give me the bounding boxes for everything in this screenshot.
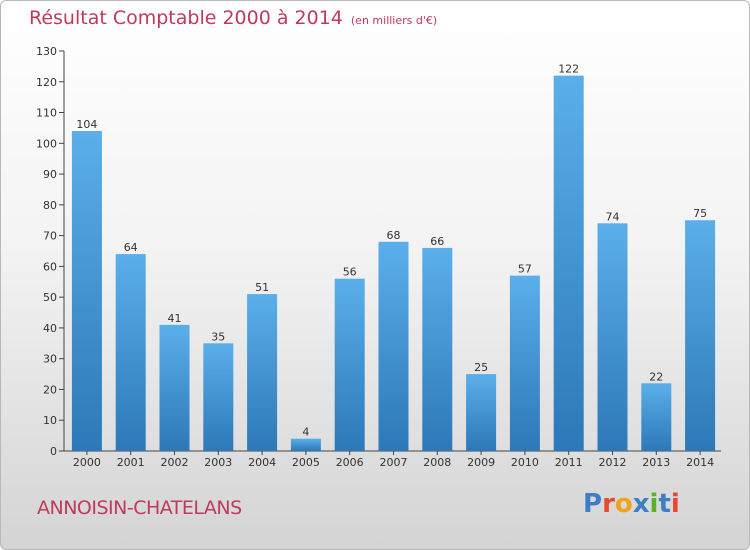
data-label-2003: 35: [211, 330, 225, 343]
logo-letter: x: [632, 489, 650, 519]
x-tick-label-2010: 2010: [511, 456, 539, 469]
bar-2001: [115, 254, 146, 451]
logo-letter: P: [583, 489, 603, 519]
bar-2005: [290, 438, 321, 451]
bar-2002: [159, 324, 190, 451]
x-tick-label-2011: 2011: [555, 456, 583, 469]
y-tick-label: 50: [43, 291, 57, 304]
bar-2009: [466, 374, 497, 451]
y-tick-label: 30: [43, 353, 57, 366]
chart-title-text: Résultat Comptable 2000 à 2014: [29, 7, 343, 29]
data-label-2002: 41: [168, 312, 182, 325]
data-label-2009: 25: [474, 361, 488, 374]
logo-letter: i: [649, 489, 659, 519]
x-tick-label-2008: 2008: [423, 456, 451, 469]
x-tick-label-2005: 2005: [292, 456, 320, 469]
x-tick-label-2014: 2014: [686, 456, 714, 469]
data-label-2008: 66: [430, 235, 444, 248]
x-tick-label-2006: 2006: [336, 456, 364, 469]
bar-2007: [378, 241, 409, 451]
x-tick-label-2001: 2001: [117, 456, 145, 469]
y-tick-label: 0: [50, 445, 57, 458]
bar-2011: [553, 75, 584, 451]
bar-2004: [247, 294, 278, 451]
bar-2000: [71, 131, 102, 451]
bar-2008: [422, 247, 453, 451]
y-tick-label: 20: [43, 383, 57, 396]
data-label-2006: 56: [343, 266, 357, 279]
y-tick-label: 10: [43, 414, 57, 427]
y-tick-label: 100: [36, 137, 57, 150]
y-tick-label: 120: [36, 76, 57, 89]
bar-2003: [203, 343, 234, 451]
x-tick-label-2003: 2003: [204, 456, 232, 469]
bar-2010: [509, 275, 540, 451]
chart-title: Résultat Comptable 2000 à 2014 (en millie…: [29, 7, 437, 29]
data-label-2005: 4: [302, 426, 309, 439]
data-label-2007: 68: [387, 229, 401, 242]
data-label-2011: 122: [558, 63, 579, 76]
x-tick-label-2007: 2007: [380, 456, 408, 469]
bar-2006: [334, 278, 365, 451]
y-tick-label: 40: [43, 322, 57, 335]
data-label-2001: 64: [124, 241, 138, 254]
logo-letter: i: [670, 489, 680, 519]
bar-2012: [597, 223, 628, 451]
bar-2014: [685, 220, 716, 451]
x-tick-label-2004: 2004: [248, 456, 276, 469]
y-tick-label: 90: [43, 168, 57, 181]
proxiti-logo: Proxiti: [583, 489, 680, 519]
logo-letter: r: [602, 489, 615, 519]
x-tick-label-2013: 2013: [642, 456, 670, 469]
data-label-2013: 22: [649, 370, 663, 383]
chart-subtitle: (en milliers d'€): [350, 14, 438, 27]
data-label-2012: 74: [606, 210, 620, 223]
x-tick-label-2000: 2000: [73, 456, 101, 469]
logo-letter: t: [658, 489, 671, 519]
y-tick-label: 110: [36, 107, 57, 120]
data-label-2000: 104: [76, 118, 97, 131]
x-tick-label-2002: 2002: [161, 456, 189, 469]
y-tick-label: 60: [43, 260, 57, 273]
bar-2013: [641, 383, 672, 451]
commune-name: ANNOISIN-CHATELANS: [37, 497, 242, 519]
x-tick-label-2009: 2009: [467, 456, 495, 469]
y-tick-label: 80: [43, 199, 57, 212]
x-tick-label-2012: 2012: [599, 456, 627, 469]
y-tick-label: 130: [36, 45, 57, 58]
data-label-2014: 75: [693, 207, 707, 220]
logo-letter: o: [614, 489, 633, 519]
data-label-2010: 57: [518, 263, 532, 276]
y-tick-label: 70: [43, 230, 57, 243]
bars: 104 64 41 35 51 4 56 68 66 25 57 122 74 22 75: [71, 63, 716, 451]
data-label-2004: 51: [255, 281, 269, 294]
